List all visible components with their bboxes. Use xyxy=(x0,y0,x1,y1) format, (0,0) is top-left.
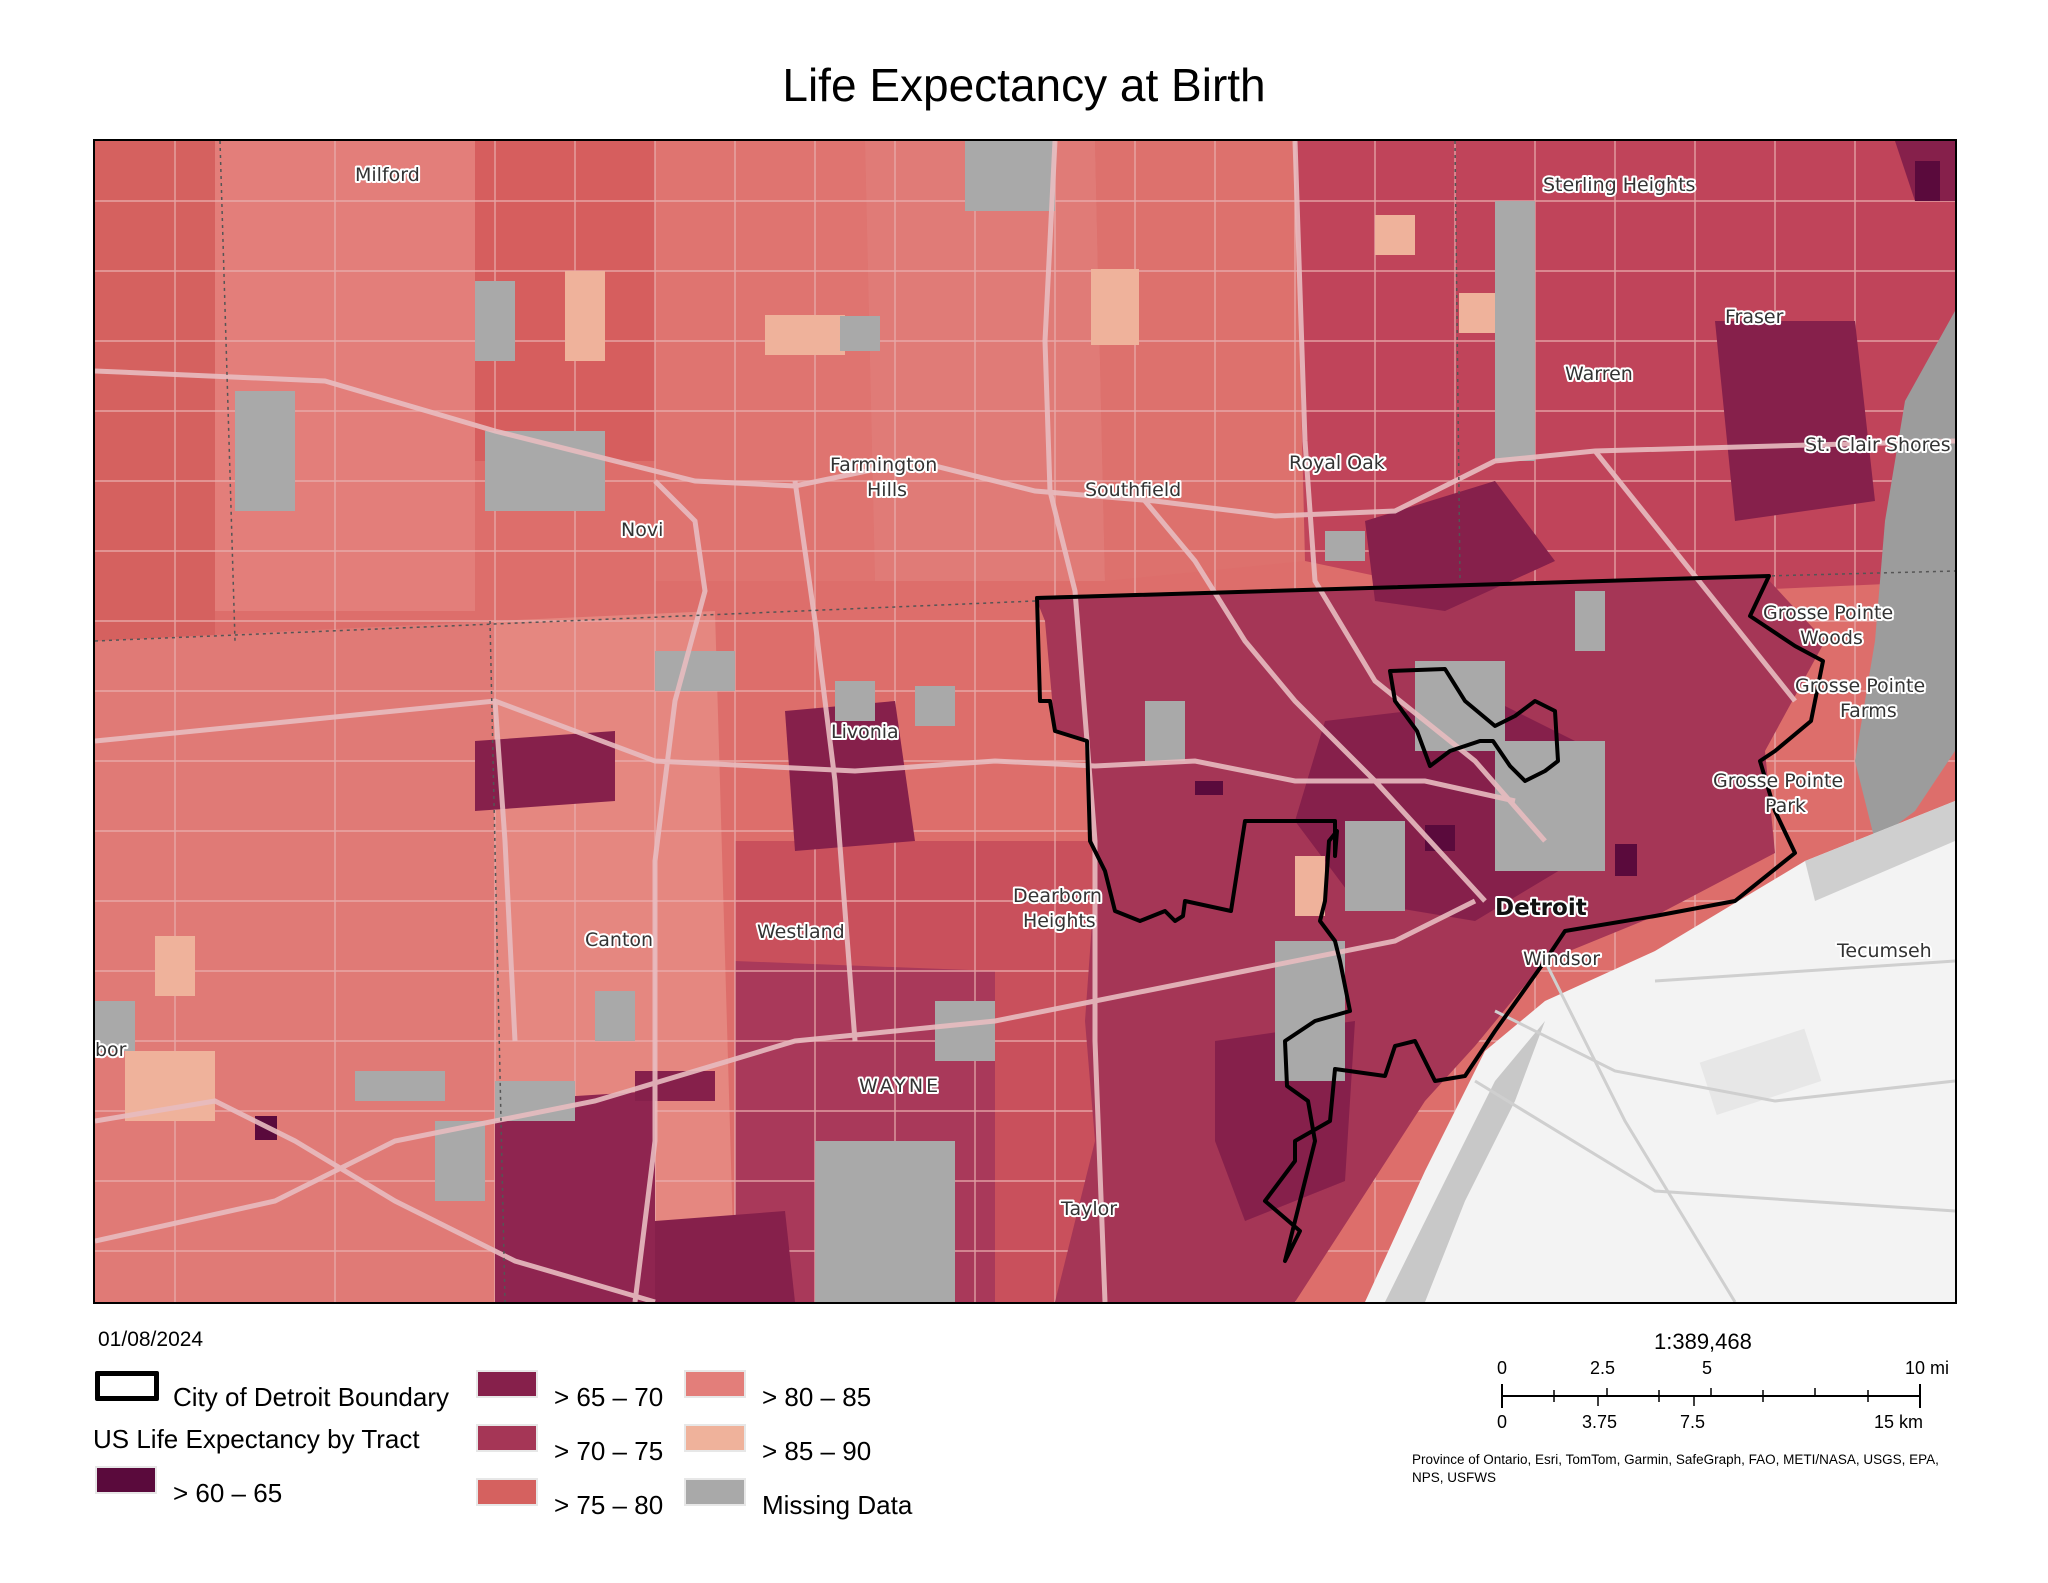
legend-label-missing: Missing Data xyxy=(762,1490,913,1520)
place-label-tecumseh: Tecumseh xyxy=(1836,940,1932,962)
place-label-sterling-heights: Sterling Heights xyxy=(1543,174,1695,196)
legend-swatch-60-65 xyxy=(95,1466,157,1494)
scale-mi-5: 5 xyxy=(1702,1358,1712,1378)
legend-label-75-80: > 75 – 80 xyxy=(554,1490,664,1520)
legend-label-65-70: > 65 – 70 xyxy=(554,1382,664,1412)
scale-ratio: 1:389,468 xyxy=(1654,1329,1752,1354)
place-label-grosse-pointe-park-2: Park xyxy=(1765,795,1806,817)
place-labels: Milford Sterling Heights Fraser Warren S… xyxy=(95,162,1953,1222)
scale-mi-2-5: 2.5 xyxy=(1590,1358,1615,1378)
legend-swatch-70-75 xyxy=(476,1424,538,1452)
scale-mi-0: 0 xyxy=(1497,1358,1507,1378)
map-frame[interactable]: Milford Sterling Heights Fraser Warren S… xyxy=(93,139,1957,1304)
place-label-st-clair-shores: St. Clair Shores xyxy=(1805,434,1951,456)
scale-km-7-5: 7.5 xyxy=(1680,1412,1705,1432)
place-label-windsor: Windsor xyxy=(1523,948,1600,970)
scale-km-0: 0 xyxy=(1497,1412,1507,1432)
legend-label-70-75: > 70 – 75 xyxy=(554,1436,664,1466)
place-label-arbor: bor xyxy=(95,1039,127,1061)
place-label-novi: Novi xyxy=(621,519,663,541)
place-label-royal-oak: Royal Oak xyxy=(1289,452,1385,474)
map-title: Life Expectancy at Birth xyxy=(782,59,1266,111)
legend-label-85-90: > 85 – 90 xyxy=(762,1436,872,1466)
choropleth-map[interactable]: Milford Sterling Heights Fraser Warren S… xyxy=(95,141,1955,1302)
legend-swatch-80-85 xyxy=(684,1370,746,1398)
place-label-grosse-pointe-woods: Grosse Pointe xyxy=(1763,602,1893,624)
place-label-southfield: Southfield xyxy=(1085,479,1181,501)
place-label-canton: Canton xyxy=(585,929,653,951)
place-label-westland: Westland xyxy=(757,921,845,943)
legend-label-60-65: > 60 – 65 xyxy=(173,1478,283,1508)
map-date: 01/08/2024 xyxy=(98,1328,204,1351)
scale-bar: 0 2.5 5 10 mi 0 3.75 7.5 15 km xyxy=(1497,1358,1949,1432)
place-label-farmington-hills-2: Hills xyxy=(867,479,907,501)
scale-km-15: 15 km xyxy=(1874,1412,1923,1432)
legend-boundary-swatch xyxy=(95,1371,159,1401)
place-label-warren: Warren xyxy=(1565,363,1633,385)
scale-km-3-75: 3.75 xyxy=(1582,1412,1617,1432)
place-label-grosse-pointe-farms-2: Farms xyxy=(1840,700,1897,722)
place-label-farmington-hills: Farmington xyxy=(830,454,937,476)
place-label-grosse-pointe-park: Grosse Pointe xyxy=(1713,770,1843,792)
place-label-milford: Milford xyxy=(355,164,420,186)
scale-mi-10: 10 mi xyxy=(1905,1358,1949,1378)
map-credits: Province of Ontario, Esri, TomTom, Garmi… xyxy=(1412,1452,1939,1485)
legend-label-80-85: > 80 – 85 xyxy=(762,1382,872,1412)
legend-heading: US Life Expectancy by Tract xyxy=(93,1424,420,1454)
legend-swatch-75-80 xyxy=(476,1478,538,1506)
place-label-taylor: Taylor xyxy=(1060,1198,1117,1220)
legend-swatch-85-90 xyxy=(684,1424,746,1452)
place-label-grosse-pointe-farms: Grosse Pointe xyxy=(1795,675,1925,697)
legend-swatch-missing xyxy=(684,1478,746,1506)
legend-swatch-65-70 xyxy=(476,1370,538,1398)
place-label-wayne: WAYNE xyxy=(859,1075,941,1097)
legend-boundary-label: City of Detroit Boundary xyxy=(173,1382,450,1412)
place-label-livonia: Livonia xyxy=(831,721,899,743)
place-label-fraser: Fraser xyxy=(1725,306,1784,328)
place-label-dearborn-heights: Dearborn xyxy=(1013,885,1102,907)
place-label-detroit: Detroit xyxy=(1495,895,1587,921)
place-label-grosse-pointe-woods-2: Woods xyxy=(1800,627,1863,649)
place-label-dearborn-heights-2: Heights xyxy=(1023,910,1096,932)
